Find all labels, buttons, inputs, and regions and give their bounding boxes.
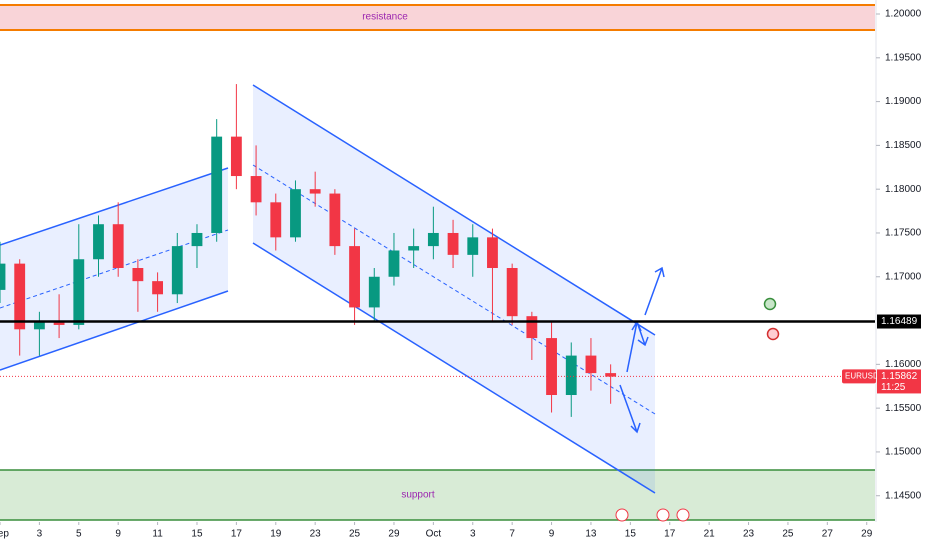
x-tick-label: 25	[782, 529, 794, 540]
price-box	[877, 369, 921, 394]
y-tick-label: 1.18500	[885, 140, 922, 151]
candle-body	[467, 237, 479, 255]
y-tick-label: 1.15500	[885, 403, 922, 414]
x-tick-label: 3	[470, 529, 476, 540]
y-tick-label: 1.14500	[885, 490, 922, 501]
candle-body	[585, 355, 597, 374]
candle-body	[112, 224, 124, 269]
y-tick-label: 1.17000	[885, 271, 922, 282]
y-tick-label: 1.15000	[885, 447, 922, 458]
x-tick-label: 3	[37, 529, 43, 540]
x-tick-label: Oct	[426, 529, 442, 540]
y-tick-label: 1.18000	[885, 184, 922, 195]
candle-body	[152, 281, 164, 295]
symbol-label: EURUSD	[845, 372, 879, 381]
channel-mid	[0, 229, 229, 309]
candle-body	[250, 176, 262, 203]
candle-body	[309, 189, 321, 194]
x-tick-label: 23	[743, 529, 755, 540]
labels: 1.20000 1.19500 1.19000 1.18500 1.18000 1.175…	[0, 9, 922, 540]
x-tick-label: 21	[704, 529, 716, 540]
candle-body	[506, 268, 518, 317]
candle-body	[349, 246, 360, 308]
x-tick-label: 27	[822, 529, 834, 540]
signal-circle	[766, 327, 780, 341]
candle-body	[270, 202, 282, 238]
marks	[0, 84, 875, 417]
x-tick-label: 29	[388, 529, 400, 540]
channel-fill	[253, 85, 655, 493]
candle-body	[427, 232, 439, 247]
candle-body	[0, 263, 6, 290]
x-tick-label: 29	[861, 529, 873, 540]
channel-line	[252, 242, 656, 494]
x-tick-label: 15	[625, 529, 637, 540]
y-tick-label: 1.16000	[885, 359, 922, 370]
candle-body	[526, 316, 538, 339]
support-label: support	[401, 490, 435, 501]
x-tick-label: 11	[152, 529, 163, 540]
x-tick-label: 25	[349, 529, 361, 540]
candle-body	[211, 136, 223, 233]
candle-body	[93, 224, 104, 260]
candle-body	[388, 250, 400, 277]
candle-body	[329, 193, 341, 247]
y-tick-label: 1.19500	[885, 52, 922, 63]
y-tick-label: 1.17500	[885, 228, 922, 239]
channel-line	[252, 84, 656, 336]
symbol-box	[842, 369, 876, 384]
candle-body	[290, 189, 301, 238]
event-icon[interactable]	[615, 508, 629, 522]
candle-body	[565, 355, 577, 396]
candle-body	[546, 338, 557, 396]
level-label: 1.16489	[881, 316, 918, 327]
candle-body	[132, 268, 144, 282]
x-tick-label: 13	[585, 529, 597, 540]
x-tick-label: 17	[231, 529, 243, 540]
signal-circle	[763, 297, 777, 311]
candle-body	[605, 373, 617, 377]
arrows	[619, 266, 665, 434]
x-tick-label: 9	[115, 529, 121, 540]
candle-body	[447, 232, 459, 255]
resistance-label: resistance	[362, 12, 408, 23]
channel-line	[0, 167, 229, 246]
price-axis	[876, 0, 928, 548]
y-tick-label: 1.20000	[885, 9, 922, 20]
event-icons[interactable]	[615, 508, 690, 522]
level-box	[877, 314, 921, 329]
time-axis	[0, 522, 928, 548]
x-tick-label: 7	[509, 529, 515, 540]
candle-body	[191, 232, 203, 247]
x-tick-label: 23	[310, 529, 322, 540]
candle-body	[33, 320, 45, 330]
candle-body	[73, 259, 85, 325]
resistance-zone	[0, 5, 875, 30]
event-icon[interactable]	[676, 508, 690, 522]
candle-body	[368, 276, 380, 308]
y-tick-label: 1.19000	[885, 96, 922, 107]
x-tick-label: 15	[191, 529, 203, 540]
event-icon[interactable]	[656, 508, 670, 522]
candle-body	[171, 246, 183, 295]
x-tick-label: 9	[549, 529, 555, 540]
candle-body	[408, 246, 420, 251]
channel-line	[0, 290, 229, 371]
x-tick-label: 5	[76, 529, 82, 540]
price-label: 1.15862	[881, 371, 918, 382]
x-tick-label: Sep	[0, 529, 9, 540]
support-zone	[0, 470, 875, 520]
countdown-label: 11:25	[881, 382, 906, 393]
x-tick-label: 19	[270, 529, 282, 540]
x-tick-label: 17	[664, 529, 676, 540]
candle-body	[487, 237, 498, 269]
candle-body	[14, 263, 26, 330]
candle-body	[230, 136, 242, 177]
